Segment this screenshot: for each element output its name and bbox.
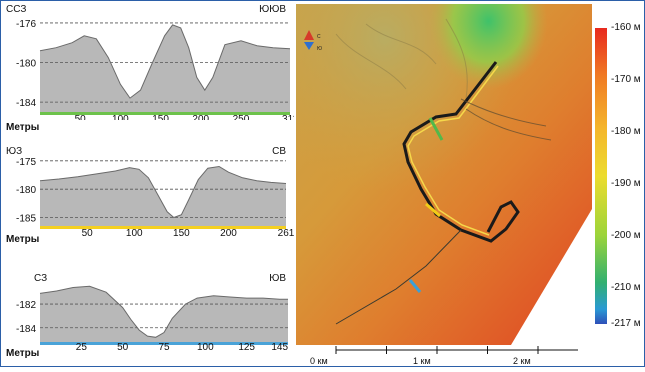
profile-1-y-tick-0: -176 [16,19,36,30]
profile-2-x-label: Метры [6,234,40,245]
profile-1-x-tick-4: 250 [233,114,250,120]
map-deep-pocket [296,4,592,345]
profile-3-right-direction: ЮВ [269,273,286,284]
profile-2-y-tick-1: -180 [16,185,36,196]
profile-panel-1: -176 -180 -184 50 100 150 200 250 311 ССЗ ЮЮВ Ме… [0,4,294,133]
profile-3-area [40,286,288,342]
profile-2-y-tick-0: -175 [16,157,36,168]
profile-1-y-tick-2: -184 [16,98,36,109]
profile-3-baseline [40,342,288,345]
profile-3-x-tick-1: 50 [117,342,129,353]
profile-3-left-direction: СЗ [34,273,48,284]
map-compass-south-arrow [304,42,314,50]
map-compass-south: Ю [317,46,322,52]
map-scarp-lines [460,98,552,141]
profile-1-left-direction: ССЗ [6,4,27,15]
profile-1-area [40,24,290,112]
profile-chart-1: -176 -180 -184 50 100 150 200 250 311 [16,19,294,120]
profile-panel-2: -175 -180 -185 50 100 150 200 261 ЮЗ СВ Метры [0,122,294,245]
profile-1-x-tick-3: 200 [192,114,209,120]
depth-color-bar [595,28,607,324]
profile-3-y-tick-1: -184 [16,324,36,335]
profile-2-x-tick-4: 261 [278,228,294,238]
profile-1-x-label: Метры [6,122,40,133]
map-profile-3-marker [408,279,422,293]
map-no-data-area [511,209,592,345]
profile-3-x-label: Метры [6,348,40,359]
profile-3-x-tick-0: 25 [76,342,88,353]
profile-2-x-tick-1: 100 [126,228,143,238]
profile-chart-2: -175 -180 -185 50 100 150 200 261 [16,157,294,238]
profile-2-left-direction: ЮЗ [6,146,23,157]
depth-color-bar-svg [595,28,607,324]
map-trench-highlight [407,65,499,236]
scale-label-2: 2 км [513,356,531,366]
color-bar-label-2: -180 м [611,125,641,137]
profile-2-y-tick-2: -185 [16,214,36,225]
profile-1-line [39,24,291,99]
profile-1-right-direction: ЮЮВ [259,4,286,15]
profile-2-right-direction: СВ [272,146,286,157]
profile-1-x-tick-0: 50 [75,114,87,120]
profile-2-baseline [40,226,286,229]
color-bar-label-3: -190 м [611,177,641,189]
profile-3-line [39,285,288,338]
profile-2-line [39,165,287,219]
color-bar-label-4: -200 м [611,229,641,241]
profile-1-x-tick-1: 100 [112,114,129,120]
bathymetry-map-svg: С Ю [296,4,592,345]
profile-1-baseline [40,112,290,115]
depth-color-bar-fill [595,28,607,324]
map-compass-north-arrow [304,30,314,40]
color-bar-label-6: -217 м [611,318,641,329]
map-scale-bar-svg [335,346,578,354]
profile-1-x-tick-5: 311 [282,114,294,120]
map-profile-1-marker [428,117,444,141]
profile-chart-3: -182 -184 25 50 75 100 125 145 [16,285,289,353]
color-bar-label-1: -170 м [611,73,641,85]
profile-1-y-tick-1: -180 [16,59,36,70]
profile-2-x-tick-0: 50 [82,228,94,238]
profile-2-x-tick-3: 200 [220,228,237,238]
color-bar-label-5: -210 м [611,281,641,293]
profile-3-x-tick-2: 75 [158,342,170,353]
profile-3-y-tick-0: -182 [16,300,36,311]
color-bar-label-0: -160 м [611,22,641,33]
bathymetry-map: С Ю [296,4,592,345]
scale-label-1: 1 км [413,356,431,366]
profile-2-area [40,166,286,226]
scale-label-0: 0 км [310,356,328,366]
profile-2-x-tick-2: 150 [173,228,190,238]
map-scale-bar: 0 км 1 км 2 км [296,346,596,367]
map-relief-lines [335,18,468,100]
profile-3-x-tick-5: 145 [271,342,288,353]
profile-1-x-tick-2: 150 [152,114,169,120]
profile-3-x-tick-4: 125 [238,342,255,353]
map-profile-2-marker [425,202,441,218]
map-compass-north: С [317,34,321,40]
profile-3-x-tick-3: 100 [197,342,214,353]
map-channel-line [335,229,462,325]
profile-panel-3: -182 -184 25 50 75 100 125 145 СЗ ЮВ Метры [0,244,294,360]
